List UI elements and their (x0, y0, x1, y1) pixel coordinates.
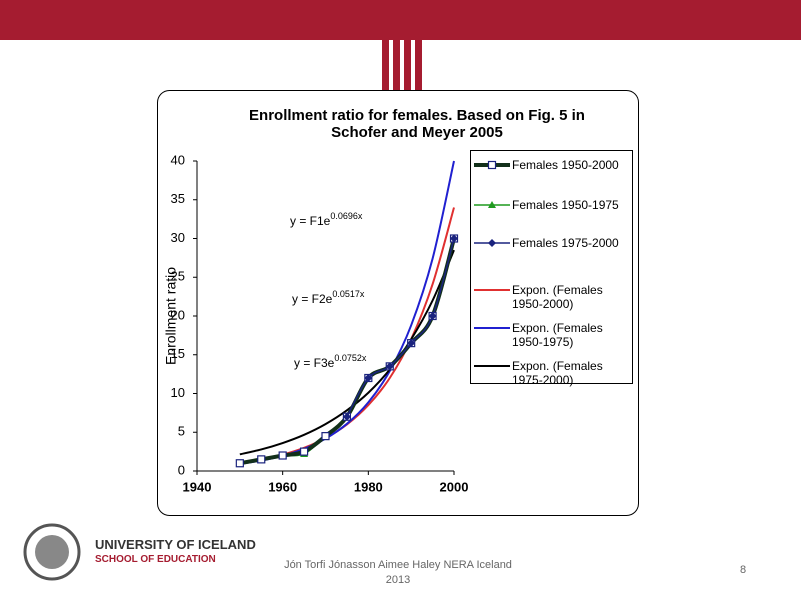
marker (235, 459, 244, 468)
y-tick-label: 5 (178, 424, 185, 439)
university-name: UNIVERSITY OF ICELAND (95, 537, 256, 552)
x-tick-label: 2000 (440, 479, 469, 494)
chart-title: Schofer and Meyer 2005 (331, 124, 503, 141)
equation-base: y = F2e (292, 292, 333, 306)
equation-exponent: 0.0752x (334, 353, 367, 363)
marker (299, 447, 309, 456)
y-tick-label: 15 (171, 346, 185, 361)
marker (321, 432, 330, 441)
equation-base: y = F3e (294, 356, 335, 370)
y-tick-label: 30 (171, 230, 185, 245)
credit: Jón Torfi Jónasson Aimee Haley NERA Icel… (284, 559, 512, 586)
logo-pillars (360, 24, 442, 90)
y-axis-label: Enrollment ratio (163, 267, 179, 365)
equation-base: y = F1e (290, 214, 331, 228)
marker (257, 455, 266, 464)
legend-marker (488, 201, 496, 208)
legend-label: Expon. (Females 1950-1975) (512, 321, 603, 349)
equation: y = F3e0.0752x (294, 353, 367, 370)
legend-box (470, 150, 633, 384)
y-tick-label: 20 (171, 307, 185, 322)
equation: y = F2e0.0517x (292, 289, 365, 306)
x-tick-label: 1940 (183, 479, 212, 494)
y-tick-label: 35 (171, 191, 185, 206)
marker (278, 451, 287, 460)
marker (450, 234, 458, 243)
page-number: 8 (740, 564, 747, 576)
chart-title: Enrollment ratio for females. Based on F… (249, 107, 585, 124)
equation-exponent: 0.0696x (330, 211, 363, 221)
series-line (239, 249, 455, 456)
legend-label: Expon. (Females 1975-2000) (512, 359, 603, 387)
legend-marker (488, 239, 496, 247)
y-tick-label: 40 (171, 152, 185, 167)
marker (342, 412, 351, 421)
marker (385, 362, 394, 371)
y-tick-label: 25 (171, 269, 185, 284)
legend-label: Females 1975-2000 (512, 236, 619, 250)
legend-label: Expon. (Females 1950-2000) (512, 283, 603, 311)
y-tick-label: 10 (171, 385, 185, 400)
equation-exponent: 0.0517x (332, 289, 365, 299)
marker (407, 339, 416, 348)
legend-marker (487, 160, 497, 170)
marker (428, 312, 437, 320)
y-tick-label: 0 (178, 462, 185, 477)
legend-label: Females 1950-1975 (512, 198, 619, 212)
equation: y = F1e0.0696x (290, 211, 363, 228)
legend-label: Females 1950-2000 (512, 158, 619, 172)
seal (23, 523, 81, 581)
x-tick-label: 1980 (354, 479, 383, 494)
school-name: SCHOOL OF EDUCATION (95, 554, 216, 565)
x-tick-label: 1960 (268, 479, 297, 494)
marker (364, 374, 373, 382)
